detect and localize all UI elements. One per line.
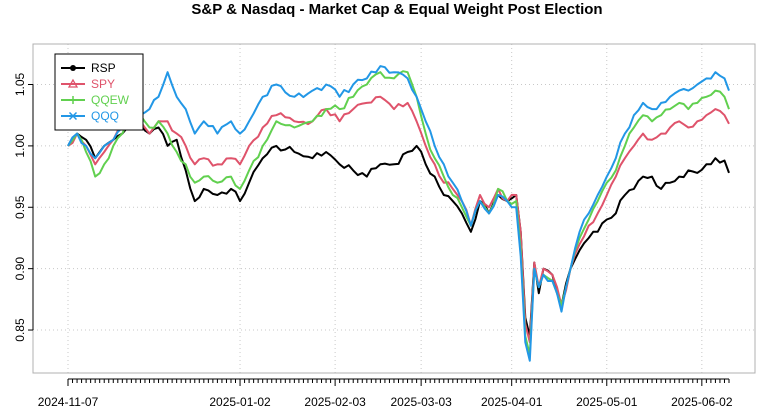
chart-title: S&P & Nasdaq - Market Cap & Equal Weight… <box>191 1 602 18</box>
legend-box <box>54 53 144 131</box>
y-tick-label: 1.00 <box>13 134 27 158</box>
series-line-qqew <box>67 70 730 356</box>
series-line-rsp <box>67 120 730 338</box>
legend-marker-qqq <box>68 111 78 121</box>
x-tick-label: 2025-04-01 <box>481 395 543 409</box>
x-tick-label: 2025-01-02 <box>209 395 271 409</box>
legend-label-qqew: QQEW <box>91 93 130 107</box>
grid <box>33 44 755 373</box>
y-tick-label: 0.90 <box>13 257 27 281</box>
x-tick-label: 2025-06-02 <box>671 395 733 409</box>
legend-marker-qqew <box>69 96 77 104</box>
legend-label-qqq: QQQ <box>91 109 119 123</box>
y-tick-label: 0.95 <box>13 195 27 219</box>
x-tick-label: 2025-05-01 <box>576 395 638 409</box>
y-tick-label: 0.85 <box>13 318 27 342</box>
y-tick-label: 1.05 <box>13 73 27 97</box>
series-lines <box>67 65 730 362</box>
x-tick-label: 2025-02-03 <box>304 395 366 409</box>
legend-marker-rsp <box>70 65 76 71</box>
series-line-spy <box>67 95 730 344</box>
series-line-qqq <box>67 65 730 362</box>
legend-label-rsp: RSP <box>91 61 116 75</box>
x-tick-label: 2024-11-07 <box>38 395 99 409</box>
legend-marker-spy <box>67 78 79 88</box>
x-axis: 2024-11-07 2025-01-02 2025-02-03 2025-03-03… <box>38 378 733 409</box>
y-axis: 0.85 0.90 0.95 1.00 1.05 <box>13 73 34 342</box>
legend-label-spy: SPY <box>91 77 115 91</box>
legend: RSP SPY QQEW QQQ <box>54 53 144 131</box>
x-tick-label: 2025-03-03 <box>390 395 452 409</box>
